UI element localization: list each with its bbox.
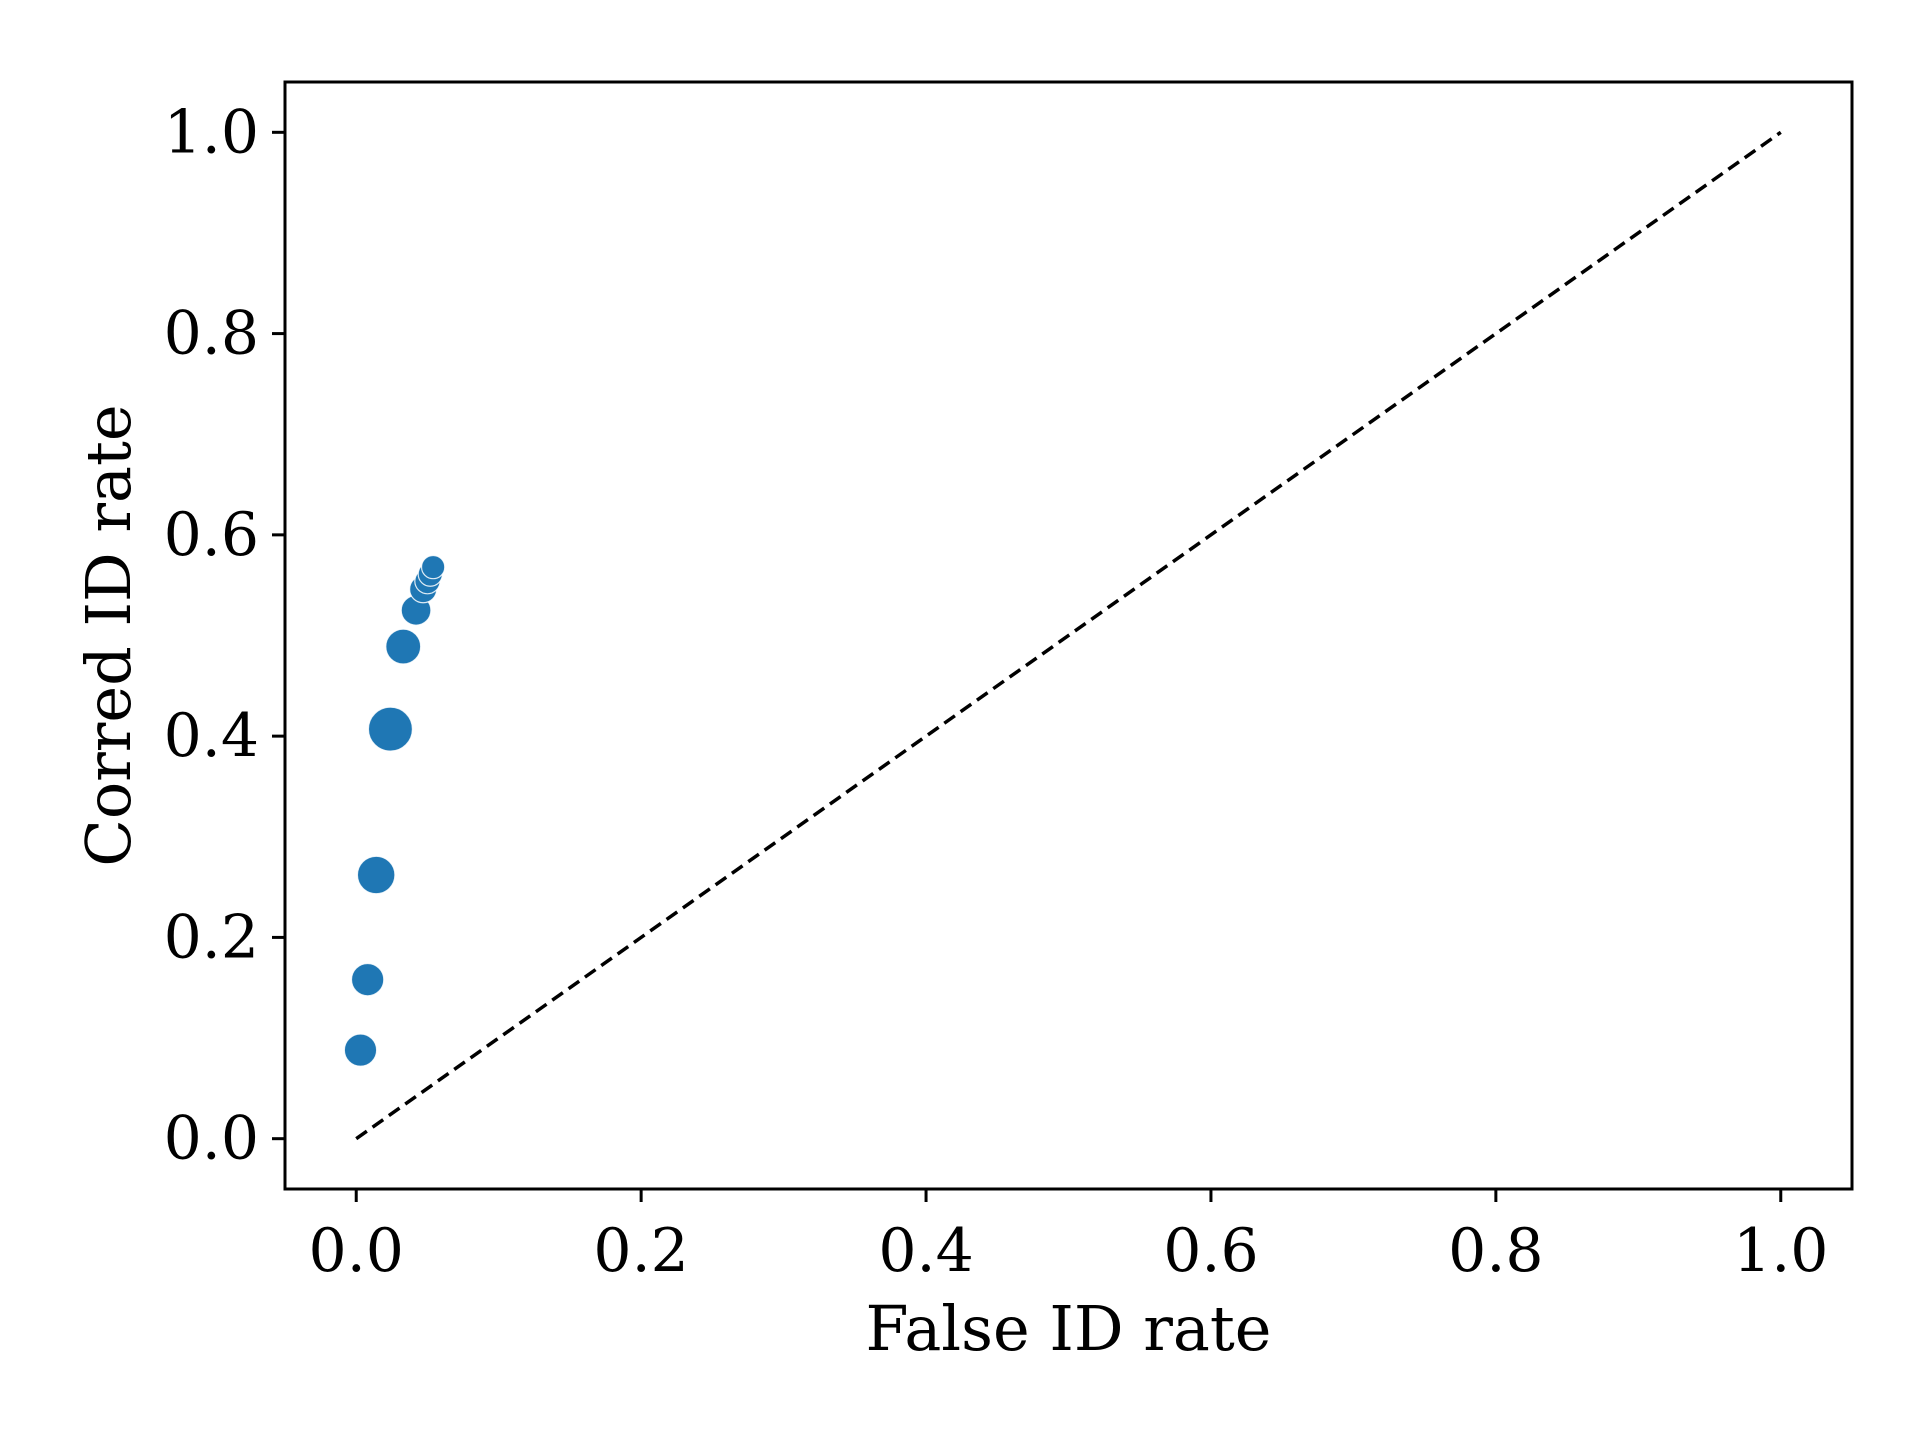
y-tick-label-4: 0.8 <box>164 299 259 369</box>
x-tick-label-5: 1.0 <box>1733 1216 1828 1286</box>
x-tick-label-0: 0.0 <box>309 1216 404 1286</box>
y-tick-label-1: 0.2 <box>164 902 259 972</box>
x-axis-label: False ID rate <box>866 1292 1272 1365</box>
reference-line-layer <box>355 130 1782 1141</box>
x-axis-ticks: 0.0 0.2 0.4 0.6 0.8 1.0 <box>309 1189 1828 1286</box>
reference-diagonal-line <box>355 130 1782 1141</box>
data-point-9 <box>420 554 446 580</box>
y-tick-label-5: 1.0 <box>164 97 259 167</box>
x-tick-label-1: 0.2 <box>593 1216 688 1286</box>
x-tick-label-2: 0.4 <box>878 1216 973 1286</box>
x-tick-label-3: 0.6 <box>1163 1216 1258 1286</box>
x-tick-label-4: 0.8 <box>1448 1216 1543 1286</box>
data-point-1 <box>350 962 385 997</box>
data-point-0 <box>343 1033 378 1067</box>
plot-frame <box>283 80 1854 1191</box>
y-tick-label-0: 0.0 <box>164 1104 259 1174</box>
data-point-3 <box>367 706 414 752</box>
data-point-4 <box>385 628 422 665</box>
data-points-layer <box>343 554 446 1067</box>
y-axis-ticks: 0.0 0.2 0.4 0.6 0.8 1.0 <box>164 97 285 1174</box>
y-tick-label-2: 0.4 <box>164 701 259 771</box>
y-axis-label: Corred ID rate <box>72 404 145 866</box>
data-point-2 <box>356 855 396 895</box>
y-tick-label-3: 0.6 <box>164 500 259 570</box>
